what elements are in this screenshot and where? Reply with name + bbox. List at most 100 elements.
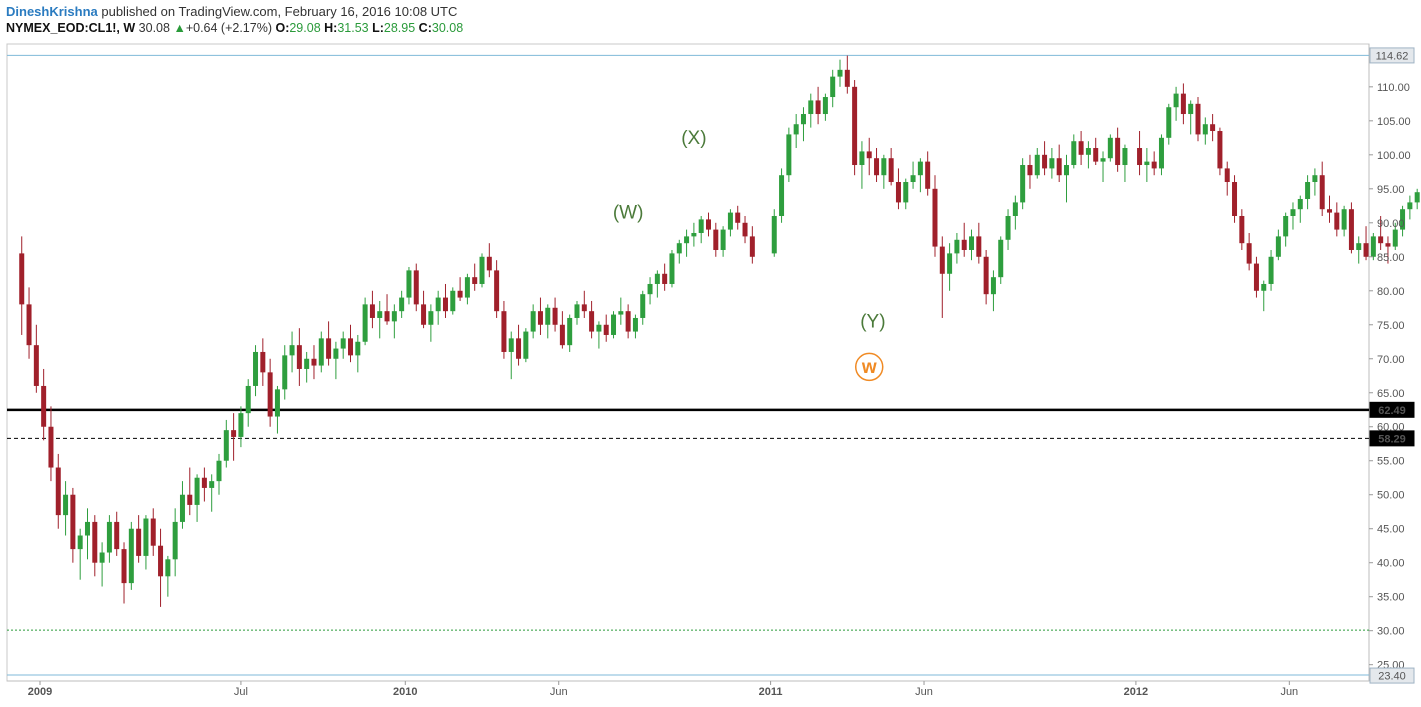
high-label: H:: [324, 21, 338, 35]
candle: [800, 114, 806, 125]
price-badge: [1369, 401, 1415, 418]
wave-circle-icon: [854, 352, 884, 382]
candle: [1078, 141, 1084, 155]
price-badge-label: 114.62: [1376, 50, 1409, 62]
candle: [990, 277, 996, 295]
x-tick-label: 2012: [1124, 686, 1148, 698]
candle: [450, 290, 456, 312]
y-tick-label: 30.00: [1377, 626, 1405, 638]
candle: [647, 283, 653, 295]
y-tick-label: 40.00: [1377, 558, 1405, 570]
candle: [172, 521, 178, 560]
candle: [947, 253, 953, 274]
y-tick-label: 105.00: [1377, 116, 1411, 128]
chart-header: DineshKrishna published on TradingView.c…: [6, 3, 463, 37]
publish-line: DineshKrishna published on TradingView.c…: [6, 3, 463, 20]
candle: [1122, 148, 1128, 166]
candle: [1027, 165, 1033, 176]
candle: [1042, 154, 1048, 169]
candle: [1356, 243, 1362, 250]
candle: [1115, 137, 1121, 166]
candle: [1158, 137, 1164, 169]
candle: [1217, 131, 1223, 169]
candle: [1166, 107, 1172, 138]
publish-info: published on TradingView.com, February 1…: [97, 4, 458, 19]
low-label: L:: [372, 21, 384, 35]
candle: [1151, 161, 1157, 169]
candle: [625, 311, 631, 332]
x-tick-label: Jun: [915, 686, 933, 698]
candle: [274, 389, 280, 417]
candle: [1341, 209, 1347, 230]
candle: [888, 158, 894, 183]
candle: [1268, 256, 1274, 284]
candle: [311, 358, 317, 366]
candle: [1327, 209, 1333, 213]
candle: [253, 351, 259, 386]
candle: [1407, 202, 1413, 210]
candle: [377, 311, 383, 318]
candle: [1297, 199, 1303, 210]
candle: [1392, 229, 1398, 247]
symbol-label[interactable]: NYMEX_EOD:CL1!, W: [6, 21, 136, 35]
candle: [545, 307, 551, 325]
candle: [1012, 202, 1018, 216]
candle: [903, 182, 909, 203]
y-tick-label: 45.00: [1377, 524, 1405, 536]
candle: [1334, 212, 1340, 230]
candle: [136, 528, 142, 556]
candle: [1063, 165, 1069, 176]
candle: [998, 239, 1004, 278]
candle: [406, 270, 412, 298]
candle: [1348, 209, 1354, 250]
candle: [1319, 175, 1325, 210]
candle: [508, 338, 514, 352]
candle: [333, 348, 339, 359]
candle: [150, 518, 156, 546]
price-badge: [1369, 47, 1415, 64]
candle: [1400, 209, 1406, 230]
candle: [435, 297, 441, 312]
candle: [41, 385, 47, 427]
candle: [209, 481, 215, 488]
candle: [954, 239, 960, 254]
candle: [1253, 263, 1259, 291]
candle: [121, 549, 127, 584]
candle: [501, 311, 507, 352]
candle: [1202, 124, 1208, 135]
candle: [961, 239, 967, 250]
candle: [486, 256, 492, 271]
candle: [479, 256, 485, 284]
price-change: +0.64 (+2.17%): [185, 21, 272, 35]
wave-label: (X): [681, 128, 706, 149]
candle: [611, 314, 617, 335]
candle: [355, 341, 361, 356]
up-arrow-icon: ▲: [173, 21, 186, 35]
candle: [289, 345, 295, 356]
candle: [1056, 158, 1062, 176]
x-tick-label: Jun: [550, 686, 568, 698]
price-badge-label: 62.49: [1378, 405, 1406, 417]
candle: [691, 232, 697, 237]
candle: [369, 304, 375, 318]
x-tick-label: 2010: [393, 686, 417, 698]
candle: [92, 521, 98, 563]
candle: [238, 413, 244, 437]
candle: [881, 158, 887, 176]
candle: [99, 552, 105, 563]
y-tick-label: 65.00: [1377, 388, 1405, 400]
author-link[interactable]: DineshKrishna: [6, 4, 98, 19]
candle: [808, 100, 814, 115]
candle: [304, 358, 310, 369]
candle: [201, 477, 207, 488]
candle: [1020, 165, 1026, 203]
wave-degree-label: w: [861, 357, 877, 378]
candle: [852, 86, 858, 166]
candle: [727, 212, 733, 230]
price-badge: [1369, 430, 1415, 447]
candle: [1239, 215, 1245, 244]
candle: [413, 270, 419, 305]
candle: [128, 528, 134, 584]
candle: [815, 100, 821, 115]
